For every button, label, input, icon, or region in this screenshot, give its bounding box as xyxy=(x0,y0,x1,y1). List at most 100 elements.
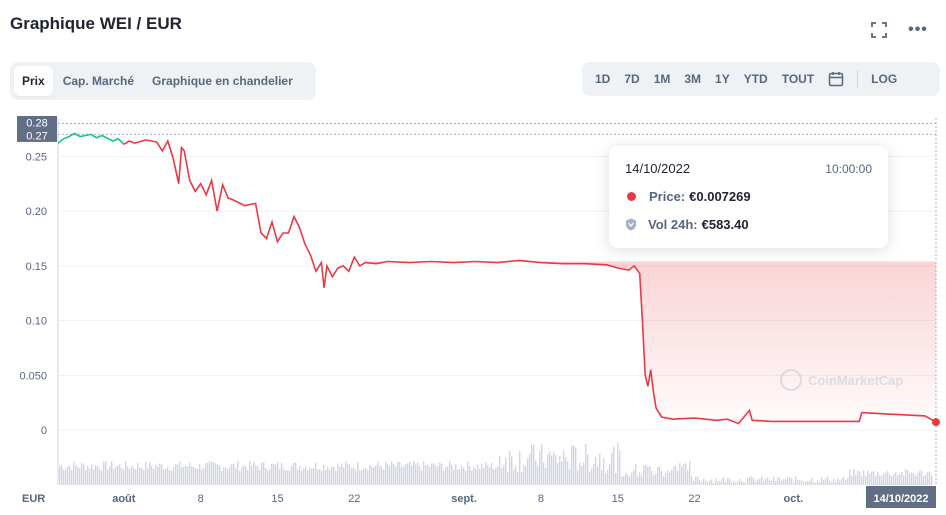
x-tick-label: 15 xyxy=(271,493,283,505)
volume-bar xyxy=(693,480,695,485)
volume-bar xyxy=(115,466,117,485)
volume-bar xyxy=(271,463,273,485)
volume-bar xyxy=(545,468,547,485)
volume-bar xyxy=(829,481,831,485)
reference-badge xyxy=(17,128,57,142)
volume-bar xyxy=(367,470,369,485)
volume-bar xyxy=(357,462,359,485)
range-all[interactable]: TOUT xyxy=(781,72,815,86)
volume-bar xyxy=(745,482,747,485)
volume-bar xyxy=(159,463,161,485)
range-ytd[interactable]: YTD xyxy=(743,72,768,86)
volume-bar xyxy=(475,469,477,485)
volume-bar xyxy=(243,465,245,485)
volume-bar xyxy=(345,461,347,485)
volume-bar xyxy=(317,469,319,485)
tooltip-time: 10:00:00 xyxy=(825,161,872,176)
y-tick-label: 0.050 xyxy=(19,370,47,382)
volume-bar xyxy=(101,470,103,485)
volume-bar xyxy=(193,466,195,485)
volume-bar xyxy=(573,445,575,485)
volume-bar xyxy=(69,465,71,485)
volume-bar xyxy=(431,463,433,485)
volume-bar xyxy=(131,465,133,485)
volume-bar xyxy=(799,480,801,485)
volume-bar xyxy=(349,464,351,485)
volume-bar xyxy=(907,470,909,485)
volume-bar xyxy=(719,481,721,485)
volume-bar xyxy=(189,462,191,485)
volume-bar xyxy=(137,463,139,485)
volume-bar xyxy=(749,476,751,485)
more-options-icon[interactable]: ••• xyxy=(908,21,928,38)
volume-bar xyxy=(67,466,69,485)
expand-icon[interactable] xyxy=(869,20,889,40)
range-1y[interactable]: 1Y xyxy=(715,72,730,86)
tab-candlestick[interactable]: Graphique en chandelier xyxy=(152,74,293,88)
volume-bar xyxy=(385,462,387,485)
volume-bar xyxy=(85,470,87,485)
volume-bar xyxy=(669,472,671,485)
y-tick-label: 0 xyxy=(41,425,47,437)
volume-bar xyxy=(455,464,457,485)
x-tick-label: 8 xyxy=(538,493,544,505)
volume-bar xyxy=(473,467,475,485)
volume-bar xyxy=(897,475,899,485)
reference-label: 0.27 xyxy=(26,130,47,142)
volume-bar xyxy=(295,462,297,485)
volume-bar xyxy=(851,476,853,485)
reference-label: 0.28 xyxy=(26,117,47,129)
volume-bar xyxy=(321,470,323,485)
volume-bar xyxy=(875,475,877,485)
volume-bar xyxy=(529,454,531,485)
volume-bar xyxy=(275,464,277,485)
volume-bar xyxy=(109,466,111,485)
volume-bar xyxy=(297,469,299,485)
volume-bar xyxy=(557,462,559,485)
volume-bar xyxy=(667,470,669,485)
range-7d[interactable]: 7D xyxy=(624,72,640,86)
volume-bar xyxy=(751,476,753,485)
volume-bar xyxy=(661,470,663,485)
volume-bar xyxy=(831,482,833,485)
volume-bar xyxy=(371,466,373,485)
volume-bar xyxy=(871,471,873,485)
volume-bar xyxy=(635,463,637,485)
volume-bar xyxy=(293,462,295,485)
tab-price[interactable]: Prix xyxy=(14,66,53,96)
volume-bar xyxy=(281,462,283,485)
reference-badge xyxy=(17,115,57,129)
log-toggle[interactable]: LOG xyxy=(871,72,898,86)
volume-bar xyxy=(911,472,913,485)
volume-bar xyxy=(355,470,357,485)
volume-bar xyxy=(559,455,561,485)
volume-bar xyxy=(223,467,225,485)
tab-market-cap[interactable]: Cap. Marché xyxy=(62,74,135,88)
volume-bar xyxy=(117,465,119,485)
volume-bar xyxy=(501,468,503,485)
volume-bar xyxy=(395,466,397,485)
volume-bar xyxy=(221,470,223,485)
volume-bar xyxy=(821,477,823,485)
range-3m[interactable]: 3M xyxy=(684,72,702,86)
volume-bar xyxy=(309,467,311,485)
volume-bar xyxy=(171,470,173,485)
volume-bar xyxy=(265,468,267,485)
volume-bar xyxy=(179,461,181,485)
range-1d[interactable]: 1D xyxy=(595,72,611,86)
volume-bar xyxy=(273,464,275,485)
calendar-icon[interactable] xyxy=(823,69,849,89)
volume-bar xyxy=(111,461,113,485)
volume-bar xyxy=(227,468,229,485)
volume-bar xyxy=(623,476,625,485)
volume-bar xyxy=(743,482,745,485)
range-1m[interactable]: 1M xyxy=(653,72,671,86)
volume-bar xyxy=(147,468,149,485)
volume-bar xyxy=(675,465,677,485)
volume-bar xyxy=(169,470,171,485)
volume-bar xyxy=(577,470,579,485)
volume-bar xyxy=(889,474,891,485)
volume-bar xyxy=(341,463,343,485)
volume-bar xyxy=(381,466,383,485)
volume-bar xyxy=(599,453,601,485)
